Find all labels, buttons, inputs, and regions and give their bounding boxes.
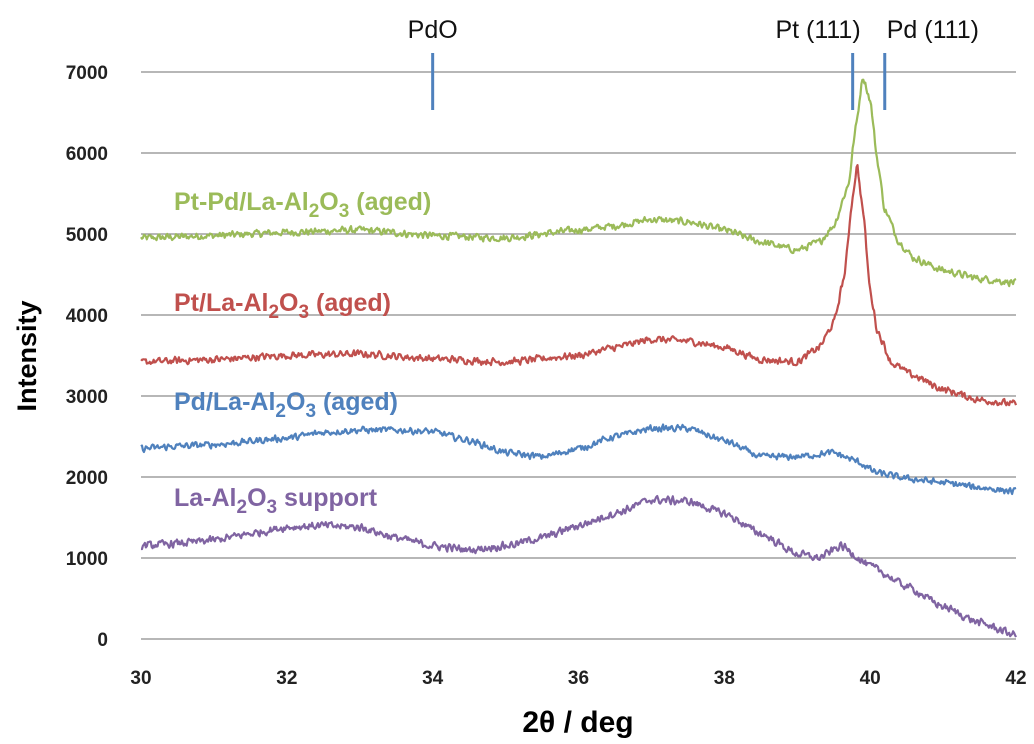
series-line xyxy=(141,80,1016,286)
y-tick-label: 3000 xyxy=(66,387,108,408)
x-tick-label: 36 xyxy=(568,668,589,689)
x-tick-label: 38 xyxy=(714,668,735,689)
label-text: O xyxy=(319,188,338,216)
y-tick-label: 2000 xyxy=(66,468,108,489)
y-tick-label: 0 xyxy=(97,630,108,651)
label-text: Pt-Pd/La-Al xyxy=(174,188,309,216)
label-text: O xyxy=(279,289,298,317)
series-label: Pt-Pd/La-Al2O3 (aged) xyxy=(174,188,431,222)
subscript: 3 xyxy=(267,497,278,518)
subscript: 3 xyxy=(339,201,350,222)
reference-label: PdO xyxy=(408,16,458,44)
x-tick-label: 32 xyxy=(276,668,297,689)
label-text: O xyxy=(286,388,305,416)
series-line xyxy=(141,425,1016,494)
subscript: 3 xyxy=(305,401,316,422)
x-tick-label: 40 xyxy=(860,668,881,689)
subscript: 2 xyxy=(268,302,279,323)
label-text: (aged) xyxy=(309,289,391,317)
label-text: O xyxy=(247,484,266,512)
x-tick-label: 42 xyxy=(1005,668,1026,689)
y-tick-label: 6000 xyxy=(66,144,108,165)
y-tick-label: 1000 xyxy=(66,549,108,570)
series-label: Pt/La-Al2O3 (aged) xyxy=(174,289,391,323)
subscript: 2 xyxy=(275,401,286,422)
label-text: support xyxy=(277,484,378,512)
y-tick-label: 4000 xyxy=(66,306,108,327)
label-text: Pt/La-Al xyxy=(174,289,268,317)
label-text: Pd/La-Al xyxy=(174,388,275,416)
label-text: (aged) xyxy=(316,388,398,416)
series-label: Pd/La-Al2O3 (aged) xyxy=(174,388,398,422)
reference-markers: PdO Pt (111) Pd (111) xyxy=(408,16,979,110)
y-tick-label: 5000 xyxy=(66,225,108,246)
subscript: 2 xyxy=(237,497,248,518)
label-text: La-Al xyxy=(174,484,237,512)
series-label: La-Al2O3 support xyxy=(174,484,378,518)
label-text: (aged) xyxy=(349,188,431,216)
subscript: 3 xyxy=(298,302,309,323)
reference-label: Pd (111) xyxy=(887,16,979,44)
reference-label: Pt (111) xyxy=(775,16,860,44)
x-axis-title: 2θ / deg xyxy=(522,706,633,739)
y-axis-title: Intensity xyxy=(12,300,42,411)
series-lines xyxy=(141,80,1016,637)
y-tick-label: 7000 xyxy=(66,63,108,84)
subscript: 2 xyxy=(309,201,320,222)
x-tick-label: 30 xyxy=(130,668,151,689)
x-tick-label: 34 xyxy=(422,668,444,689)
